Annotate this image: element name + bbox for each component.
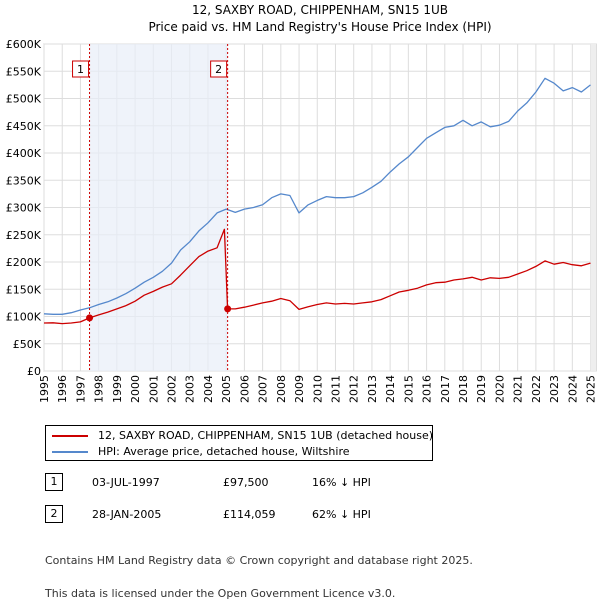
transaction-row: 1 03-JUL-1997 £97,500 16% ↓ HPI: [45, 473, 565, 493]
y-tick-label: £200K: [6, 256, 42, 269]
hpi-series-line: [43, 77, 591, 315]
x-tick-label: 2012: [348, 375, 361, 403]
series-lines: [43, 77, 591, 325]
sale-shading: [89, 44, 596, 371]
y-tick-label: £50K: [13, 338, 42, 351]
y-axis-labels: £0 £50K £100K £150K £200K £250K £300K £350K £400…: [6, 38, 42, 378]
x-tick-label: 2002: [166, 375, 179, 403]
x-tick-label: 1995: [38, 375, 51, 403]
x-tick-label: 2007: [257, 375, 270, 403]
sale-label: 2: [215, 63, 222, 76]
sale-period-band: [89, 44, 228, 371]
legend-label-property: 12, SAXBY ROAD, CHIPPENHAM, SN15 1UB (de…: [98, 429, 434, 442]
x-tick-label: 2000: [129, 375, 142, 403]
x-tick-label: 2023: [548, 375, 561, 403]
transaction-hpi: 62% ↓ HPI: [312, 508, 371, 521]
transaction-date: 28-JAN-2005: [92, 508, 162, 521]
sale-label-box: [210, 60, 228, 78]
y-tick-label: £100K: [6, 311, 42, 324]
legend-swatch-hpi: [52, 451, 88, 453]
x-tick-label: 2005: [220, 375, 233, 403]
x-tick-label: 2010: [311, 375, 324, 403]
footer-licence: This data is licensed under the Open Gov…: [45, 587, 396, 600]
transaction-hpi: 16% ↓ HPI: [312, 476, 371, 489]
x-tick-label: 2008: [275, 375, 288, 403]
legend-label-hpi: HPI: Average price, detached house, Wilt…: [98, 445, 350, 458]
x-tick-label: 1997: [74, 375, 87, 403]
y-tick-label: £600K: [6, 38, 42, 51]
x-tick-label: 2003: [184, 375, 197, 403]
sale-point: [224, 305, 232, 313]
transaction-price: £114,059: [223, 508, 276, 521]
x-tick-label: 2006: [238, 375, 251, 403]
chart-title: 12, SAXBY ROAD, CHIPPENHAM, SN15 1UB: [192, 3, 448, 17]
sale-point: [86, 314, 94, 322]
y-tick-label: £550K: [6, 65, 42, 78]
x-tick-label: 2015: [402, 375, 415, 403]
x-tick-label: 2017: [439, 375, 452, 403]
x-tick-label: 2024: [566, 375, 579, 403]
transaction-marker: 2: [45, 505, 63, 523]
legend: 12, SAXBY ROAD, CHIPPENHAM, SN15 1UB (de…: [45, 425, 433, 461]
price-chart: 12, SAXBY ROAD, CHIPPENHAM, SN15 1UB Pri…: [6, 3, 598, 403]
footer-copyright: Contains HM Land Registry data © Crown c…: [45, 554, 473, 567]
y-tick-label: £400K: [6, 147, 42, 160]
x-axis-labels: 1995 1996 1997 1998 1999 2000 2001 2002 2003 2004…: [38, 375, 598, 403]
y-tick-label: £250K: [6, 229, 42, 242]
x-tick-label: 1998: [93, 375, 106, 403]
x-tick-label: 2025: [585, 375, 598, 403]
x-tick-label: 2020: [493, 375, 506, 403]
x-tick-label: 2021: [512, 375, 525, 403]
x-tick-label: 2022: [530, 375, 543, 403]
sale-label-box: [72, 60, 90, 78]
transaction-date: 03-JUL-1997: [92, 476, 160, 489]
y-tick-label: £0: [27, 365, 41, 378]
transaction-price: £97,500: [223, 476, 269, 489]
x-tick-label: 2009: [293, 375, 306, 403]
x-tick-label: 2013: [366, 375, 379, 403]
x-tick-label: 2001: [147, 375, 160, 403]
sale-label: 1: [77, 63, 84, 76]
y-tick-label: £150K: [6, 283, 42, 296]
legend-swatch-property: [52, 435, 88, 437]
transaction-marker: 1: [45, 473, 63, 491]
y-tick-label: £350K: [6, 174, 42, 187]
x-tick-label: 1999: [111, 375, 124, 403]
x-tick-label: 1996: [56, 375, 69, 403]
x-tick-label: 2011: [329, 375, 342, 403]
chart-subtitle: Price paid vs. HM Land Registry's House …: [148, 20, 491, 34]
x-tick-label: 2018: [457, 375, 470, 403]
transaction-row: 2 28-JAN-2005 £114,059 62% ↓ HPI: [45, 505, 565, 525]
footer: Contains HM Land Registry data © Crown c…: [45, 533, 473, 610]
y-tick-label: £300K: [6, 202, 42, 215]
y-tick-label: £450K: [6, 120, 42, 133]
y-tick-label: £500K: [6, 93, 42, 106]
property-series-line: [43, 228, 591, 325]
x-tick-label: 2014: [384, 375, 397, 403]
projection-band: [590, 44, 596, 371]
x-tick-label: 2019: [475, 375, 488, 403]
x-tick-label: 2004: [202, 375, 215, 403]
x-tick-label: 2016: [421, 375, 434, 403]
